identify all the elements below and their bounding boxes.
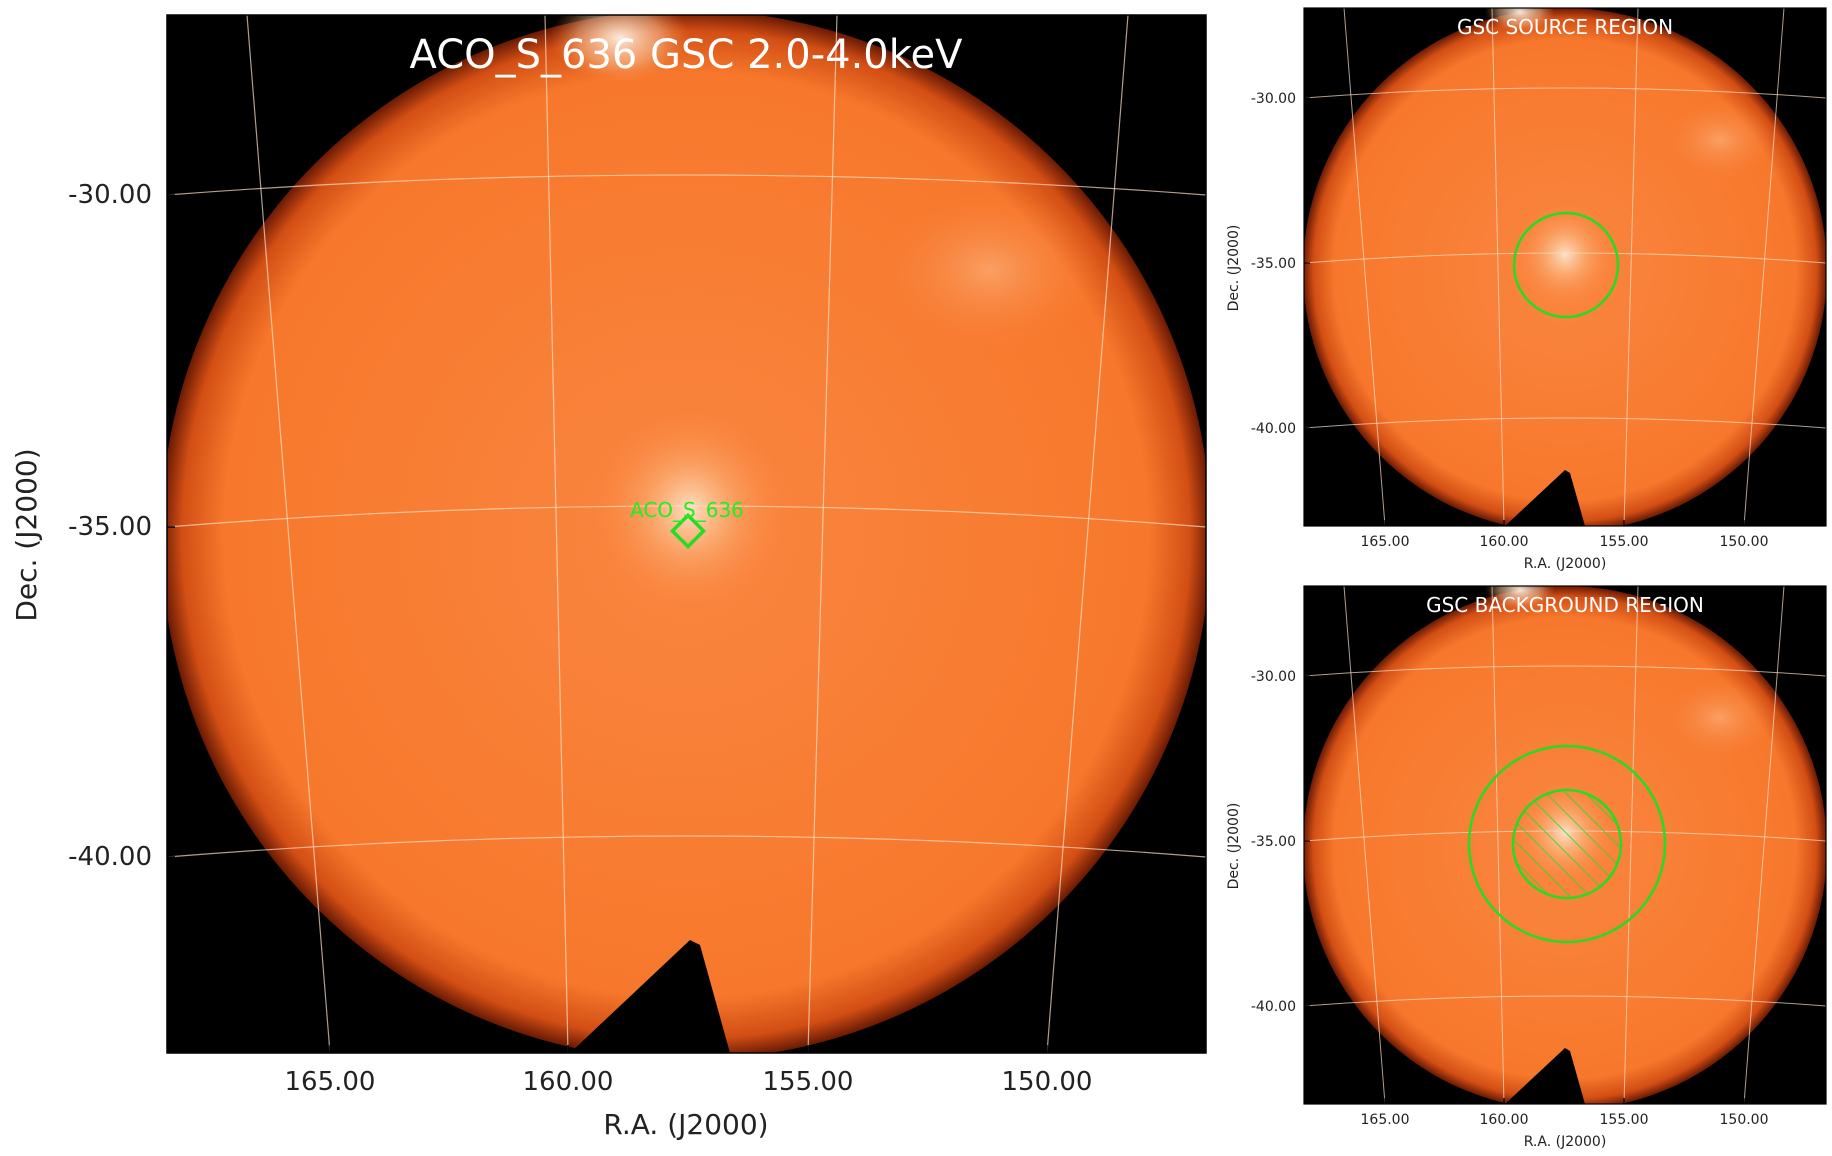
- main-ytick-label: -40.00: [68, 842, 152, 872]
- main-xtick-label: 165.00: [285, 1067, 376, 1097]
- source-ytick-label: -30.00: [1251, 91, 1296, 107]
- main-xtick-label: 155.00: [763, 1067, 854, 1097]
- main-ytick-label: -30.00: [68, 180, 152, 210]
- main-xtick-label: 150.00: [1002, 1067, 1093, 1097]
- source-notch: [1505, 470, 1585, 526]
- source-region-circle: [1512, 211, 1620, 319]
- main-grid-dec-35: [167, 505, 1206, 528]
- main-top-bright-spot: [550, 15, 690, 83]
- main-grid-ra-155: [807, 15, 838, 1053]
- background-diffuse-patch: [1665, 678, 1775, 758]
- source-xtick-label: 165.00: [1361, 534, 1410, 550]
- main-grid-ra-165: [246, 15, 331, 1053]
- source-axis-ticks: [1304, 97, 1745, 526]
- background-xaxis-label: R.A. (J2000): [1524, 1134, 1607, 1150]
- background-notch: [1505, 1048, 1585, 1104]
- background-top-bright-spot: [1485, 586, 1555, 610]
- background-panel-title: GSC BACKGROUND REGION: [1426, 593, 1704, 617]
- source-xtick-label: 160.00: [1480, 534, 1529, 550]
- source-diffuse-patch: [1665, 100, 1775, 180]
- background-ytick-label: -30.00: [1251, 669, 1296, 685]
- main-title: ACO_S_636 GSC 2.0-4.0keV: [410, 32, 964, 78]
- main-cluster-emission: [590, 405, 790, 615]
- background-xtick-label: 165.00: [1361, 1112, 1410, 1128]
- background-yaxis-label: Dec. (J2000): [1226, 803, 1242, 890]
- source-cluster-emission: [1513, 200, 1617, 310]
- main-image-panel: ACO_S_636 ACO_S_636 GSC 2.0-4.0keV -30.0…: [10, 14, 1207, 1141]
- main-diffuse-patch: [880, 190, 1100, 350]
- main-grid-ra-160: [544, 15, 569, 1053]
- background-excluded-inner-circle: [1511, 788, 1623, 900]
- source-xtick-label: 150.00: [1720, 534, 1769, 550]
- background-ytick-label: -35.00: [1251, 834, 1296, 850]
- main-xtick-label: 160.00: [523, 1067, 614, 1097]
- background-xtick-label: 150.00: [1720, 1112, 1769, 1128]
- source-coordinate-grid: [1304, 8, 1826, 526]
- source-ytick-label: -40.00: [1251, 421, 1296, 437]
- source-xtick-label: 155.00: [1600, 534, 1649, 550]
- main-axis-ticks: [167, 194, 1048, 1053]
- source-ytick-label: -35.00: [1251, 256, 1296, 272]
- background-xtick-label: 160.00: [1480, 1112, 1529, 1128]
- background-xtick-label: 155.00: [1600, 1112, 1649, 1128]
- background-axis-ticks: [1304, 675, 1745, 1104]
- source-top-bright-spot: [1485, 8, 1555, 32]
- main-frame: [166, 14, 1207, 1054]
- main-source-marker: [669, 512, 707, 550]
- background-annulus-outer-circle: [1467, 744, 1667, 944]
- main-coordinate-grid: [167, 15, 1206, 1053]
- source-yaxis-label: Dec. (J2000): [1226, 225, 1242, 312]
- main-ytick-label: -35.00: [68, 512, 152, 542]
- background-ytick-label: -40.00: [1251, 999, 1296, 1015]
- main-notch: [570, 940, 730, 1053]
- main-xaxis-label: R.A. (J2000): [603, 1108, 768, 1141]
- background-region-panel: GSC BACKGROUND REGION -30.00 -35.00 -40.…: [1226, 585, 1827, 1150]
- main-grid-dec-30: [167, 174, 1206, 196]
- main-grid-ra-150: [1046, 15, 1129, 1053]
- main-yaxis-label: Dec. (J2000): [10, 448, 43, 621]
- main-grid-dec-40: [167, 835, 1206, 858]
- source-frame: [1303, 7, 1827, 527]
- source-region-panel: GSC SOURCE REGION -30.00 -35.00 -40.00 1…: [1226, 7, 1827, 572]
- source-panel-title: GSC SOURCE REGION: [1457, 15, 1673, 39]
- main-source-label: ACO_S_636: [630, 498, 744, 522]
- source-xaxis-label: R.A. (J2000): [1524, 556, 1607, 572]
- background-frame: [1303, 585, 1827, 1105]
